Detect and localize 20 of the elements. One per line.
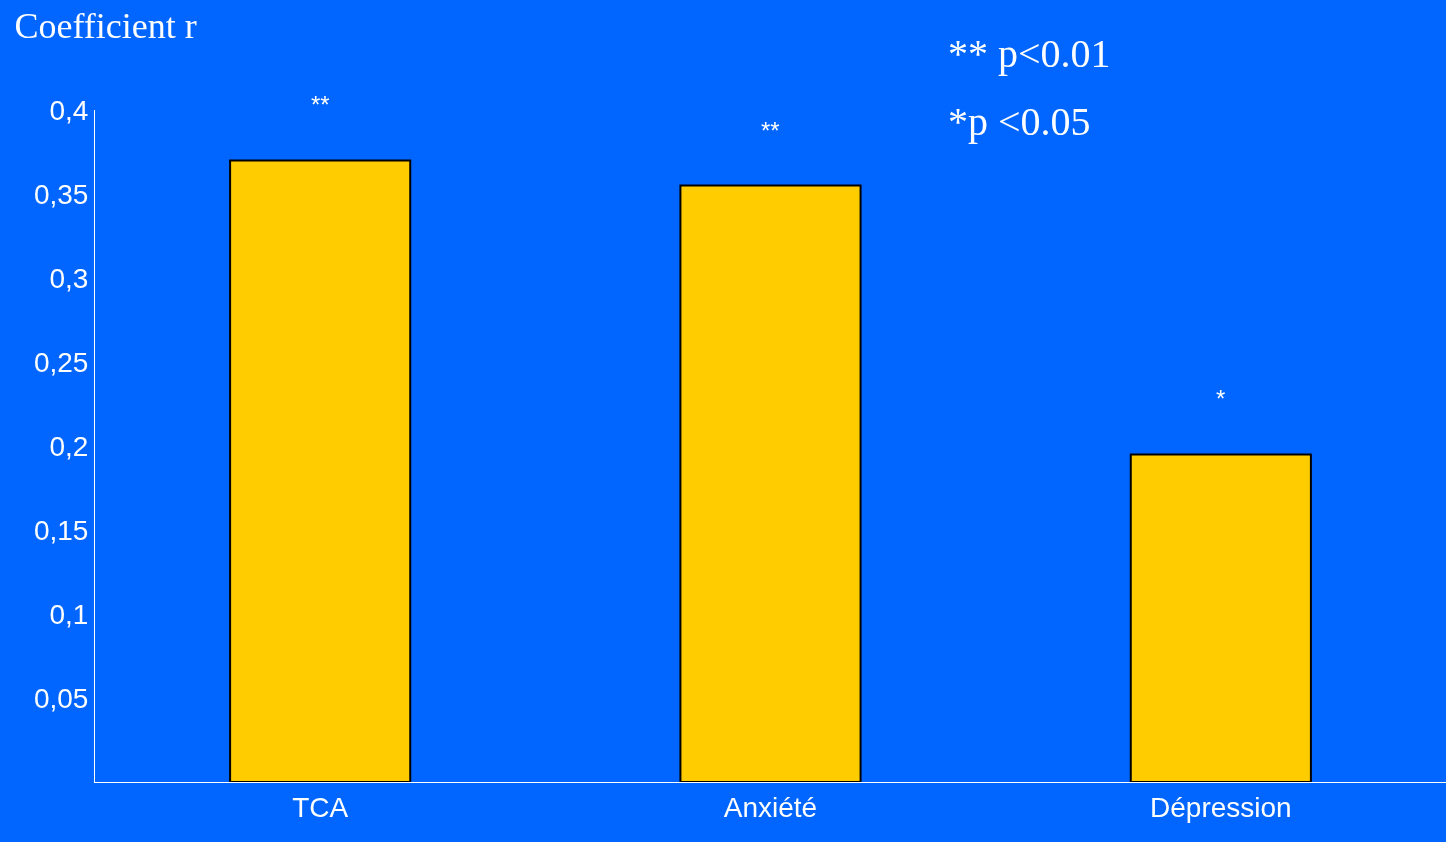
x-tick-label: Dépression xyxy=(1150,791,1292,823)
y-tick-label: 0,2 xyxy=(49,430,89,462)
bar xyxy=(229,159,412,782)
chart-title: Coefficient r xyxy=(14,5,197,46)
y-tick-label: 0,4 xyxy=(49,94,89,126)
bar xyxy=(679,184,862,782)
annotation: *p <0.05 xyxy=(948,99,1091,144)
y-tick-label: 0,05 xyxy=(33,682,89,714)
annotation: * xyxy=(1216,385,1226,412)
y-tick-label: 0,15 xyxy=(33,514,89,546)
text: ** p<0.01 xyxy=(948,31,1111,76)
y-tick-label: 0,1 xyxy=(49,598,89,630)
annotation: ** xyxy=(761,117,780,144)
x-tick-label: Anxiété xyxy=(723,791,818,823)
bar xyxy=(1129,453,1312,782)
x-tick-label: TCA xyxy=(292,791,349,823)
annotation: ** xyxy=(311,91,330,118)
y-tick-label: 0,35 xyxy=(33,178,89,210)
y-tick-label: 0,3 xyxy=(49,262,89,294)
y-tick-label: 0,25 xyxy=(33,346,89,378)
